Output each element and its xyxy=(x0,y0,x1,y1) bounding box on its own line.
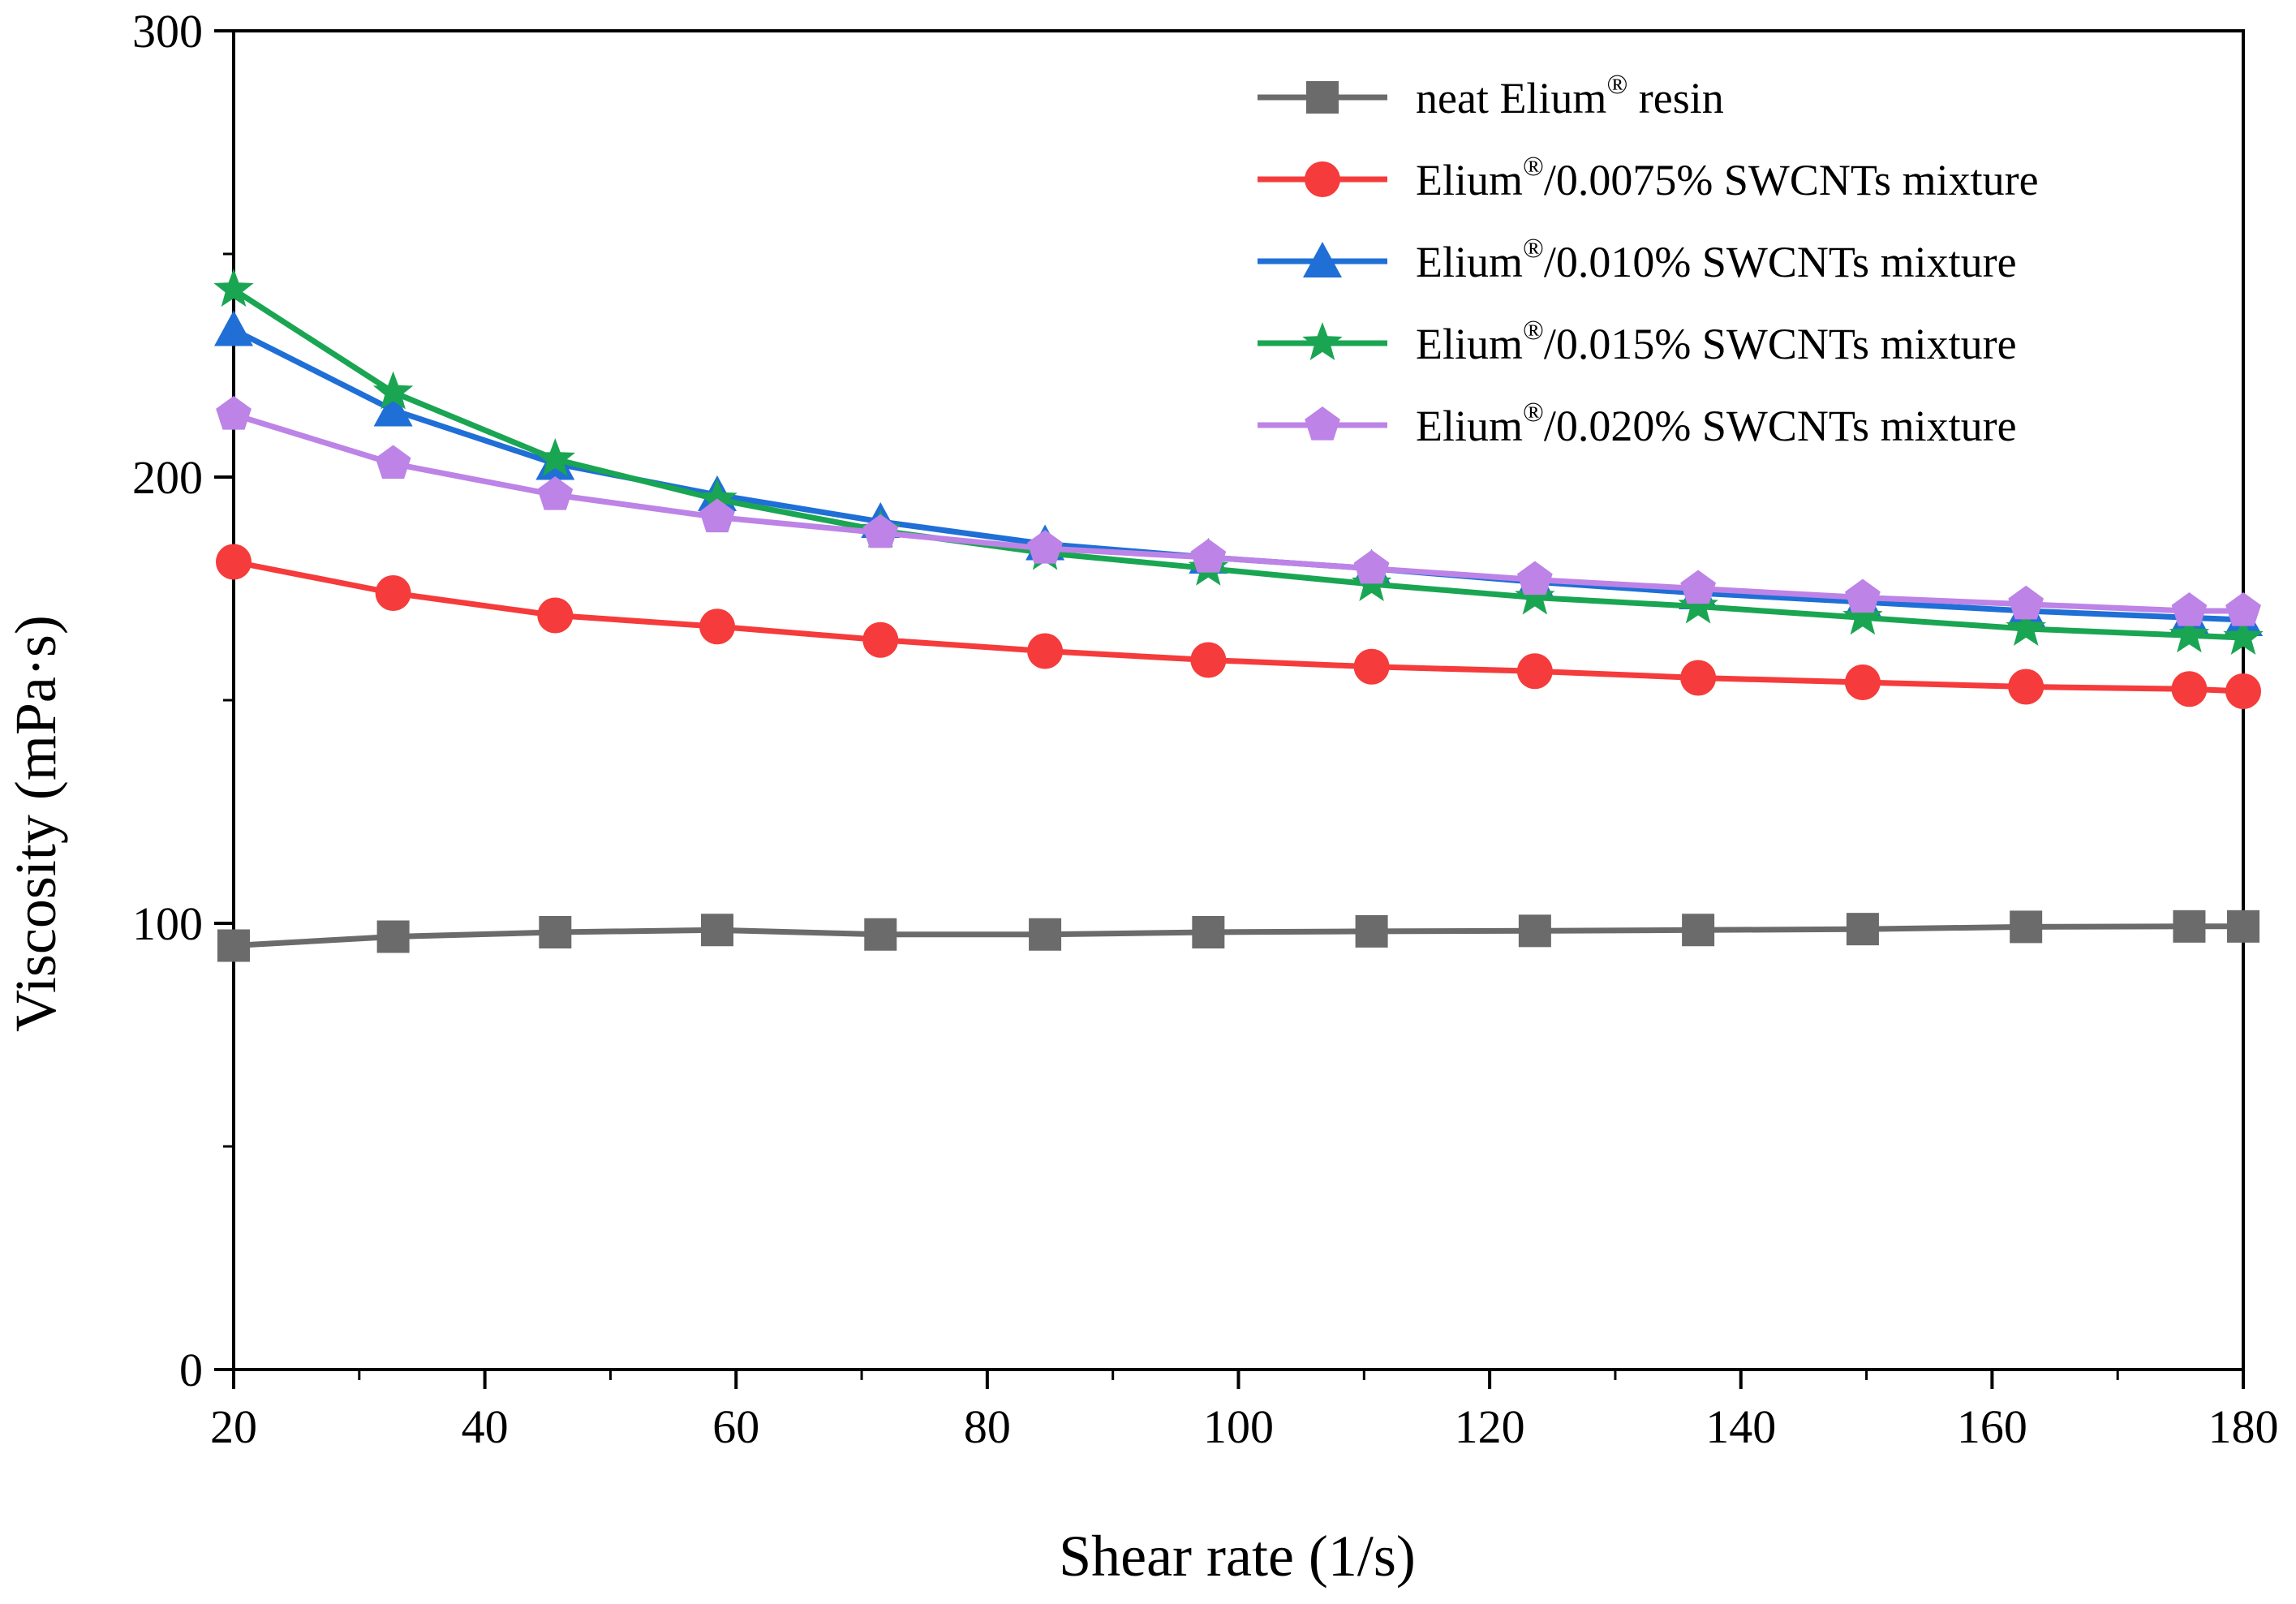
x-tick-label: 40 xyxy=(462,1400,509,1453)
data-point xyxy=(1846,913,1879,946)
series-2 xyxy=(216,544,2261,709)
y-tick-label: 100 xyxy=(132,897,203,950)
data-point xyxy=(864,918,897,951)
x-tick-label: 120 xyxy=(1455,1400,1525,1453)
data-point xyxy=(1190,642,1227,678)
legend-marker xyxy=(1305,161,1340,197)
data-point xyxy=(217,929,250,962)
series-5 xyxy=(216,396,2261,626)
data-point xyxy=(213,269,254,307)
data-point xyxy=(1844,664,1881,700)
data-point xyxy=(1680,660,1717,696)
data-point xyxy=(2171,592,2208,626)
legend-entry-3: Elium®/0.010% SWCNTs mixture xyxy=(1258,234,2017,286)
series-line xyxy=(232,327,2244,623)
series-line xyxy=(232,287,2244,641)
x-tick-label: 20 xyxy=(210,1400,257,1453)
legend-label: Elium®/0.015% SWCNTs mixture xyxy=(1416,316,2017,368)
data-point xyxy=(1027,633,1064,669)
data-point xyxy=(1353,549,1390,584)
y-tick-label: 0 xyxy=(179,1344,203,1396)
data-point xyxy=(216,544,252,580)
legend-entry-4: Elium®/0.015% SWCNTs mixture xyxy=(1258,316,2017,368)
data-point xyxy=(375,445,411,479)
data-point xyxy=(376,920,410,953)
data-point xyxy=(1027,530,1063,564)
x-axis-title: Shear rate (1/s) xyxy=(1059,1524,1416,1589)
plot-axes: 20 40 60 80 100 120 140 160 180 0 100 200 300 xyxy=(132,5,2279,1453)
legend-label: Elium®/0.020% SWCNTs mixture xyxy=(1416,398,2017,450)
data-point xyxy=(1842,596,1883,635)
data-point xyxy=(2006,608,2046,646)
legend-label: Elium®/0.0075% SWCNTs mixture xyxy=(1416,152,2039,204)
data-point xyxy=(375,575,411,611)
data-point xyxy=(1515,576,1555,615)
data-point xyxy=(1516,653,1553,690)
data-point xyxy=(1353,648,1390,685)
data-point xyxy=(699,498,735,533)
data-point xyxy=(2008,585,2044,620)
data-point xyxy=(216,396,252,430)
legend-marker xyxy=(1305,406,1340,441)
data-point xyxy=(2173,910,2206,943)
data-point xyxy=(537,597,574,634)
data-point xyxy=(701,914,734,947)
y-tick-label: 300 xyxy=(132,5,203,58)
legend-entry-5: Elium®/0.020% SWCNTs mixture xyxy=(1258,398,2017,450)
data-point xyxy=(697,478,737,517)
y-tick-label: 200 xyxy=(132,451,203,504)
data-point xyxy=(2227,910,2259,943)
legend-entry-2: Elium®/0.0075% SWCNTs mixture xyxy=(1258,152,2039,204)
x-tick-label: 140 xyxy=(1705,1400,1776,1453)
legend: neat Elium® resin Elium®/0.0075% SWCNTs m… xyxy=(1258,70,2039,450)
data-point xyxy=(862,514,899,548)
data-point xyxy=(214,310,253,346)
series-line xyxy=(232,411,2243,614)
data-point xyxy=(2008,669,2044,705)
data-point xyxy=(699,608,736,645)
legend-label: Elium®/0.010% SWCNTs mixture xyxy=(1416,234,2017,286)
data-point xyxy=(1517,561,1553,596)
data-point xyxy=(539,916,572,948)
data-point xyxy=(535,438,575,476)
data-point xyxy=(1192,916,1225,948)
data-point xyxy=(2171,671,2208,707)
data-point xyxy=(2169,614,2210,653)
data-point xyxy=(1518,914,1551,948)
legend-marker xyxy=(1306,81,1339,114)
legend-label: neat Elium® resin xyxy=(1416,70,1724,123)
legend-marker xyxy=(1302,322,1343,360)
legend-marker xyxy=(1303,242,1342,277)
y-axis-title: Viscosity (mPa·s) xyxy=(3,615,68,1032)
x-tick-label: 60 xyxy=(712,1400,759,1453)
data-point xyxy=(372,371,414,410)
plot-frame xyxy=(232,29,2245,1371)
data-point xyxy=(2223,617,2264,655)
x-tick-label: 180 xyxy=(2208,1400,2279,1453)
data-point xyxy=(1678,585,1718,624)
data-point xyxy=(2225,673,2261,709)
legend-entry-1: neat Elium® resin xyxy=(1258,70,1724,123)
data-point xyxy=(373,390,413,427)
x-tick-label: 100 xyxy=(1203,1400,1274,1453)
series-1 xyxy=(217,910,2259,962)
data-point xyxy=(1845,578,1881,613)
data-point xyxy=(1680,570,1716,604)
series-line xyxy=(233,923,2243,948)
series-line xyxy=(233,559,2244,694)
x-tick-label: 160 xyxy=(1957,1400,2027,1453)
x-tick-label: 80 xyxy=(964,1400,1011,1453)
data-point xyxy=(1190,539,1227,573)
series-layer xyxy=(213,269,2264,962)
data-point xyxy=(2010,910,2043,944)
data-point xyxy=(2225,592,2261,626)
data-point xyxy=(537,476,574,510)
data-point xyxy=(862,621,899,658)
data-point xyxy=(1355,914,1388,948)
data-point xyxy=(1682,914,1715,947)
data-point xyxy=(1029,918,1062,951)
